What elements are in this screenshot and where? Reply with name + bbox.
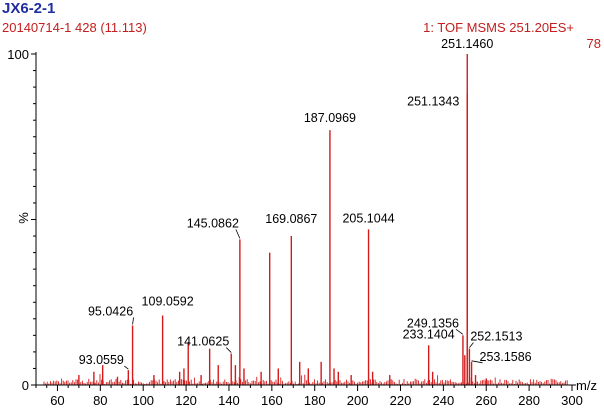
peak-label: 109.0592	[142, 294, 194, 308]
peak-label: 253.1586	[480, 350, 532, 364]
peak-labels: 251.1460 251.1343 187.0969 145.0862 169.0867…	[79, 37, 532, 370]
peak-label-leader	[471, 360, 483, 364]
x-tick-label: 200	[347, 393, 369, 408]
peak-label: 141.0625	[177, 335, 229, 349]
x-tick-label: 100	[132, 393, 154, 408]
x-tick-label: 300	[561, 393, 583, 408]
peak-label: 169.0867	[265, 212, 317, 226]
sample-name: JX6-2-1	[2, 0, 56, 17]
y-tick-label: 100	[7, 47, 29, 62]
peak-label: 145.0862	[187, 216, 239, 230]
peak-label: 187.0969	[304, 111, 356, 125]
x-tick-label: 280	[518, 393, 540, 408]
peak-series	[78, 54, 487, 385]
peak-label-leader	[225, 347, 232, 353]
x-tick-label: 120	[175, 393, 197, 408]
run-info: 20140714-1 428 (11.113)	[2, 20, 147, 35]
x-tick-label: 240	[433, 393, 455, 408]
x-tick-label: 220	[390, 393, 412, 408]
peak-label: 95.0426	[88, 304, 133, 318]
x-tick-label: 140	[218, 393, 240, 408]
x-tick-label: 260	[475, 393, 497, 408]
function-info: 1: TOF MSMS 251.20ES+	[423, 20, 574, 35]
peak-label: 251.1460	[441, 37, 493, 51]
x-tick-label: 160	[261, 393, 283, 408]
peak-label: 252.1513	[470, 330, 522, 344]
peak-label: 249.1356	[407, 316, 459, 330]
x-tick-label: 180	[304, 393, 326, 408]
peak-label: 205.1044	[342, 211, 394, 225]
x-tick-label: 80	[93, 393, 107, 408]
y-axis-title: %	[16, 212, 31, 224]
peak-label-leader	[124, 365, 129, 370]
x-axis-title: m/z	[576, 378, 597, 393]
peak-label: 93.0559	[79, 353, 124, 367]
peak-label-leader	[132, 317, 134, 325]
peak-label: 233.1404	[403, 327, 455, 341]
max-count: 78	[586, 36, 601, 51]
x-tick-label: 60	[50, 393, 64, 408]
y-tick-label: 0	[22, 378, 29, 393]
peak-label: 251.1343	[407, 95, 459, 109]
peak-label-leader	[235, 229, 241, 239]
axes: 0 100 60 80 100 120 140 160 180 200 220 240 260 280 30…	[7, 47, 597, 408]
baseline-noise	[43, 374, 568, 385]
peak-label-leader	[469, 342, 474, 348]
peak-label-leader	[455, 329, 464, 335]
